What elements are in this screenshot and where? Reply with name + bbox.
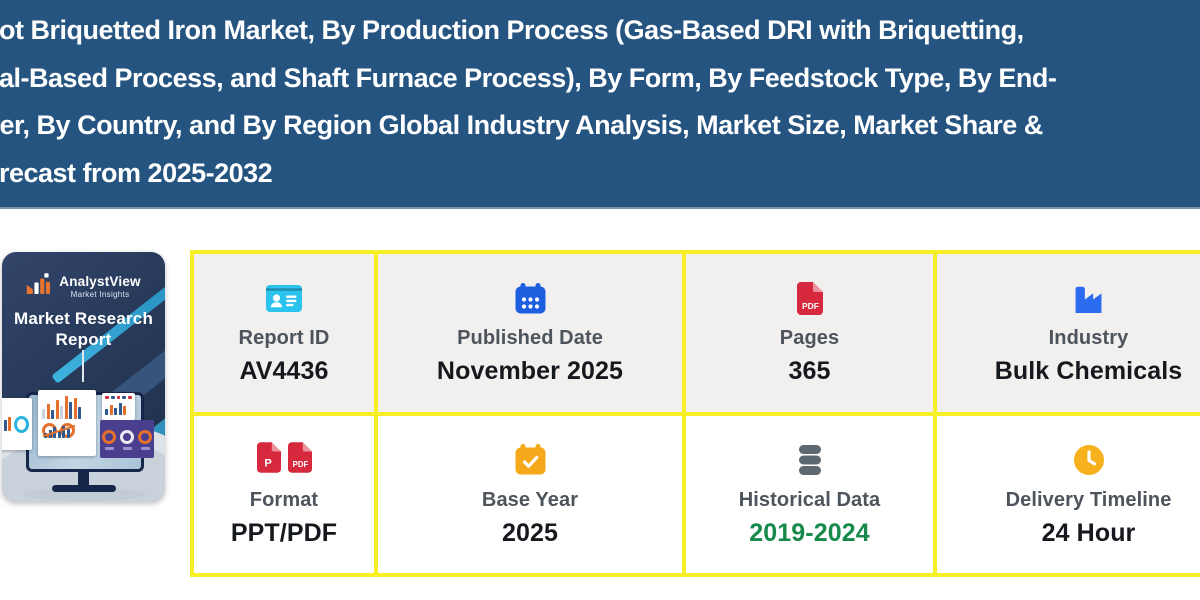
report-info-grid: Report ID AV4436 Published Date November… — [190, 250, 1200, 577]
clock-icon — [1073, 442, 1104, 478]
info-value: AV4436 — [239, 357, 329, 385]
title-line-4: Forecast from 2025-2032 — [0, 157, 273, 188]
info-label: Historical Data — [738, 488, 881, 511]
info-label: Pages — [779, 327, 840, 349]
info-cell-base-year: Base Year 2025 — [378, 416, 682, 573]
report-title-banner: Hot Briquetted Iron Market, By Productio… — [0, 0, 1200, 209]
cover-pointer-line — [82, 350, 84, 382]
calendar-icon — [515, 280, 546, 316]
cover-title-line-1: Market Research — [13, 309, 154, 328]
ppt-file-icon: P — [256, 441, 281, 478]
info-label: Delivery Timeline — [1005, 488, 1172, 511]
info-value: Bulk Chemicals — [994, 357, 1183, 385]
brand-tagline: Market Insights — [70, 290, 130, 299]
info-value: 365 — [788, 357, 831, 385]
factory-icon — [1074, 280, 1103, 316]
id-card-icon — [266, 280, 302, 316]
info-value: 2025 — [501, 518, 558, 547]
info-label: Published Date — [457, 327, 603, 349]
bar-chart-logo-icon — [26, 272, 52, 301]
cover-title: Market Research Report — [2, 309, 165, 350]
title-line-3: User, By Country, and By Region Global I… — [0, 110, 1043, 140]
info-label: Base Year — [481, 488, 579, 511]
info-cell-report-id: Report ID AV4436 — [194, 254, 374, 412]
pdf-file-icon: PDF — [287, 441, 312, 478]
brand-logo: AnalystView Market Insights — [2, 272, 165, 301]
title-line-1: Hot Briquetted Iron Market, By Productio… — [0, 15, 1024, 45]
monitor-stand-base — [52, 485, 116, 492]
info-cell-industry: Industry Bulk Chemicals — [937, 254, 1200, 412]
report-cover: AnalystView Market Insights Market Resea… — [2, 252, 165, 502]
calendar-check-icon — [515, 442, 546, 478]
chart-paper-center — [38, 390, 96, 456]
svg-text:PDF: PDF — [292, 460, 308, 469]
info-cell-pages: PDF Pages 365 — [686, 254, 933, 412]
cover-title-line-2: Report — [55, 329, 112, 349]
database-icon — [796, 442, 824, 478]
svg-text:PDF: PDF — [802, 301, 819, 311]
info-value: PPT/PDF — [230, 518, 338, 547]
info-value: November 2025 — [436, 357, 624, 385]
chart-paper-left — [2, 398, 32, 450]
info-cell-delivery-timeline: Delivery Timeline 24 Hour — [937, 416, 1200, 573]
info-value: 24 Hour — [1041, 518, 1136, 547]
page-title: Hot Briquetted Iron Market, By Productio… — [0, 7, 1057, 197]
svg-text:P: P — [264, 457, 271, 469]
brand-name: AnalystView — [59, 274, 141, 289]
info-label: Report ID — [238, 327, 330, 349]
title-line-2: Coal-Based Process, and Shaft Furnace Pr… — [0, 62, 1057, 93]
info-value: 2019-2024 — [749, 518, 870, 547]
info-cell-historical-data: Historical Data 2019-2024 — [686, 416, 933, 573]
info-cell-format: P PDF Format PPT/PDF — [194, 416, 374, 573]
info-cell-published-date: Published Date November 2025 — [378, 254, 682, 412]
chart-paper-right — [102, 393, 135, 420]
info-label: Format — [249, 488, 319, 511]
monitor-stand — [78, 471, 89, 488]
donut-chart-panel — [100, 420, 154, 458]
info-label: Industry — [1048, 327, 1129, 349]
pdf-file-icon: PDF — [796, 280, 823, 316]
